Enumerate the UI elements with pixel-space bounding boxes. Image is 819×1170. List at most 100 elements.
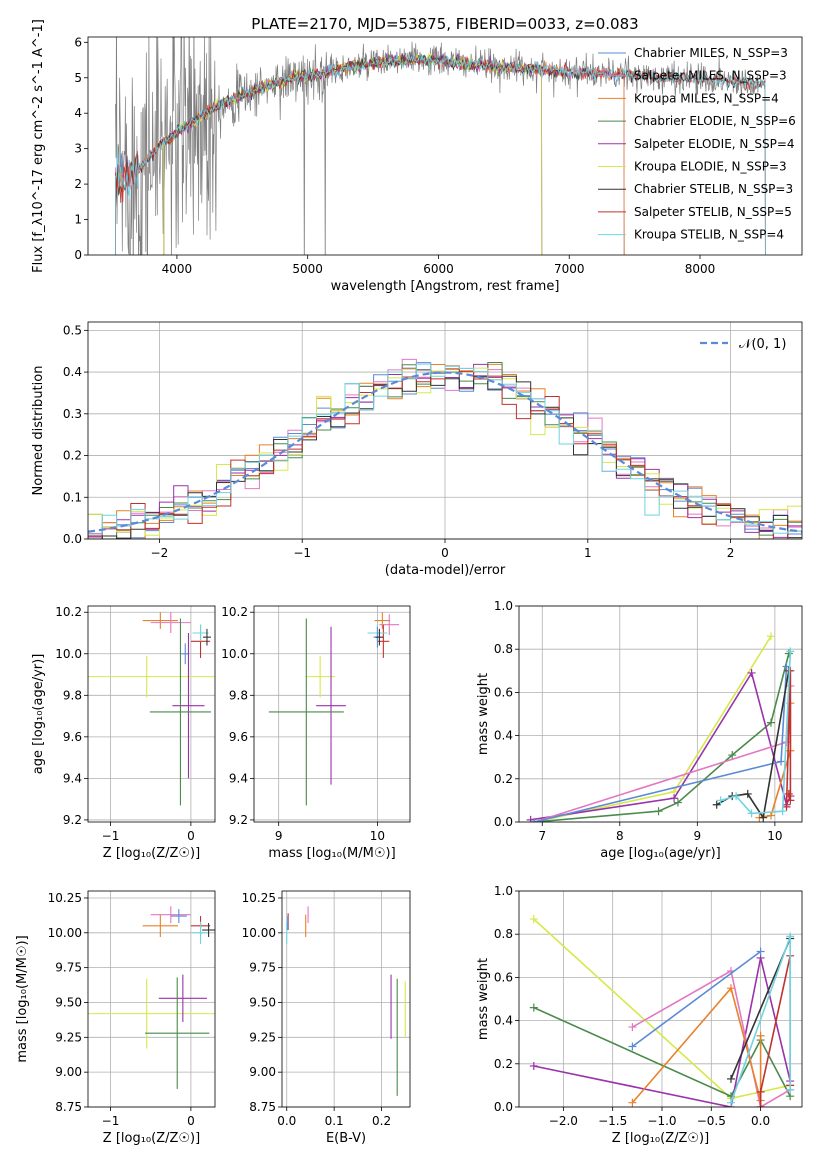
y-tick-label: 0.0 xyxy=(494,815,513,829)
panel-mass_vs_ebv: 0.0 0.1 0.2 8.75 9.00 9.25 9.50 9.75 10.00 10.25 E… xyxy=(242,890,411,1146)
y-tick-label: 0.8 xyxy=(494,927,513,941)
y-tick-label: 0 xyxy=(74,248,82,262)
panel-mass_vs_Z: −1 0 8.75 9.00 9.25 9.50 9.75 10.00 10.25 Z [log₁… xyxy=(15,890,216,1146)
plus-marker xyxy=(526,815,535,822)
data-spectrum-line xyxy=(115,37,766,255)
y-tick-label: 0.3 xyxy=(63,407,82,421)
plus-marker xyxy=(747,668,756,677)
y-tick-label: 9.00 xyxy=(249,1065,276,1079)
weight-line xyxy=(530,670,792,821)
y-tick-label: 9.00 xyxy=(55,1065,82,1079)
y-tick-label: 10.25 xyxy=(242,891,276,905)
legend-label: Chabrier MILES, N_SSP=3 xyxy=(634,46,788,60)
y-tick-label: 8.75 xyxy=(55,1100,82,1114)
y-tick-label: 9.6 xyxy=(63,730,82,744)
x-tick-label: −1 xyxy=(102,1114,120,1128)
errorbar-point xyxy=(172,633,205,779)
plus-marker xyxy=(530,818,539,822)
histogram-series xyxy=(88,363,802,535)
axes-frame xyxy=(281,890,411,1108)
y-tick-label: 0.2 xyxy=(494,772,513,786)
y-tick-label: 0.4 xyxy=(494,729,513,743)
errorbar-point xyxy=(374,612,391,629)
y-tick-label: 9.50 xyxy=(55,995,82,1009)
y-tick-label: 0.6 xyxy=(494,970,513,984)
plus-marker xyxy=(529,1003,538,1012)
y-tick-label: 9.8 xyxy=(63,688,82,702)
plus-marker xyxy=(716,796,725,805)
y-tick-label: 4 xyxy=(74,106,82,120)
plus-marker xyxy=(529,1061,538,1070)
plus-marker xyxy=(777,757,786,766)
x-axis-label: Z [log₁₀(Z/Z☉)] xyxy=(612,1131,709,1146)
plus-marker xyxy=(727,1098,736,1107)
plus-marker xyxy=(743,789,752,798)
plus-marker xyxy=(673,798,682,807)
y-axis-label: mass [log₁₀(M/M☉)] xyxy=(15,935,30,1062)
x-tick-label: 2 xyxy=(727,546,735,560)
y-tick-label: 0.2 xyxy=(494,1057,513,1071)
y-tick-label: 10.2 xyxy=(221,605,248,619)
legend-label: Chabrier STELIB, N_SSP=3 xyxy=(634,182,793,196)
weight-line xyxy=(533,1006,791,1098)
x-tick-label: −1.0 xyxy=(647,1114,676,1128)
panel-weight_vs_age: 7 8 9 10 0.0 0.2 0.4 0.6 0.8 1.0 age [log₁₀(age/yr… xyxy=(476,599,803,861)
y-tick-label: 10.00 xyxy=(48,926,82,940)
x-axis-label: Z [log₁₀(Z/Z☉)] xyxy=(103,1131,200,1146)
x-tick-label: 7 xyxy=(538,829,546,843)
y-tick-label: 9.75 xyxy=(249,961,276,975)
plot-area xyxy=(88,358,802,539)
x-tick-label: 0 xyxy=(187,1114,195,1128)
plus-marker xyxy=(628,1098,637,1107)
x-tick-label: 1 xyxy=(584,546,592,560)
x-tick-label: 8000 xyxy=(685,262,716,276)
legend: 𝒩(0, 1) xyxy=(700,337,786,352)
axes-frame xyxy=(87,605,216,823)
weight-series xyxy=(628,947,765,1051)
plus-marker xyxy=(766,718,775,727)
legend-label: Salpeter MILES, N_SSP=3 xyxy=(634,69,787,83)
x-tick-label: 0.2 xyxy=(372,1114,391,1128)
x-tick-label: 0 xyxy=(441,546,449,560)
x-tick-label: 0.0 xyxy=(751,1114,770,1128)
weight-line xyxy=(720,651,792,815)
y-tick-label: 10.25 xyxy=(48,891,82,905)
model-line xyxy=(163,53,543,255)
plus-marker xyxy=(766,811,775,820)
legend-label: Salpeter ELODIE, N_SSP=4 xyxy=(634,137,795,151)
errorbar-point xyxy=(379,614,400,636)
plot-area xyxy=(526,632,795,822)
panel-spectrum: 4000 5000 6000 7000 8000 0 1 2 3 4 5 6 wavelength [A… xyxy=(31,15,803,294)
x-tick-label: −0.5 xyxy=(697,1114,726,1128)
y-tick-label: 9.2 xyxy=(229,813,248,827)
x-axis-label: age [log₁₀(age/yr)] xyxy=(600,846,721,861)
errorbar-point xyxy=(202,923,215,937)
axes-frame xyxy=(87,36,803,256)
histogram-series xyxy=(88,363,802,539)
x-tick-label: 10 xyxy=(370,829,385,843)
plus-marker xyxy=(756,947,765,956)
plus-marker xyxy=(784,649,793,658)
normal-curve xyxy=(88,371,802,533)
plot-area xyxy=(286,906,406,1096)
x-axis-label: Z [log₁₀(Z/Z☉)] xyxy=(103,846,200,861)
y-tick-label: 0.0 xyxy=(494,1100,513,1114)
weight-series xyxy=(628,984,765,1107)
errorbar-point xyxy=(305,655,335,698)
y-tick-label: 9.2 xyxy=(63,813,82,827)
y-tick-label: 3 xyxy=(74,142,82,156)
y-tick-label: 8.75 xyxy=(249,1100,276,1114)
model-line xyxy=(115,53,766,255)
plus-marker xyxy=(778,807,787,816)
errorbar-point xyxy=(158,974,207,1022)
y-tick-label: 9.4 xyxy=(63,771,82,785)
errorbar-point xyxy=(316,626,346,785)
errorbar-point xyxy=(150,906,191,924)
y-axis-label: mass weight xyxy=(476,673,491,755)
plot-area xyxy=(268,612,400,806)
legend-label: Kroupa STELIB, N_SSP=4 xyxy=(634,228,784,242)
weight-line xyxy=(533,957,791,1107)
y-tick-label: 10.2 xyxy=(55,605,82,619)
plus-marker xyxy=(786,1085,795,1094)
y-tick-label: 2 xyxy=(74,177,82,191)
